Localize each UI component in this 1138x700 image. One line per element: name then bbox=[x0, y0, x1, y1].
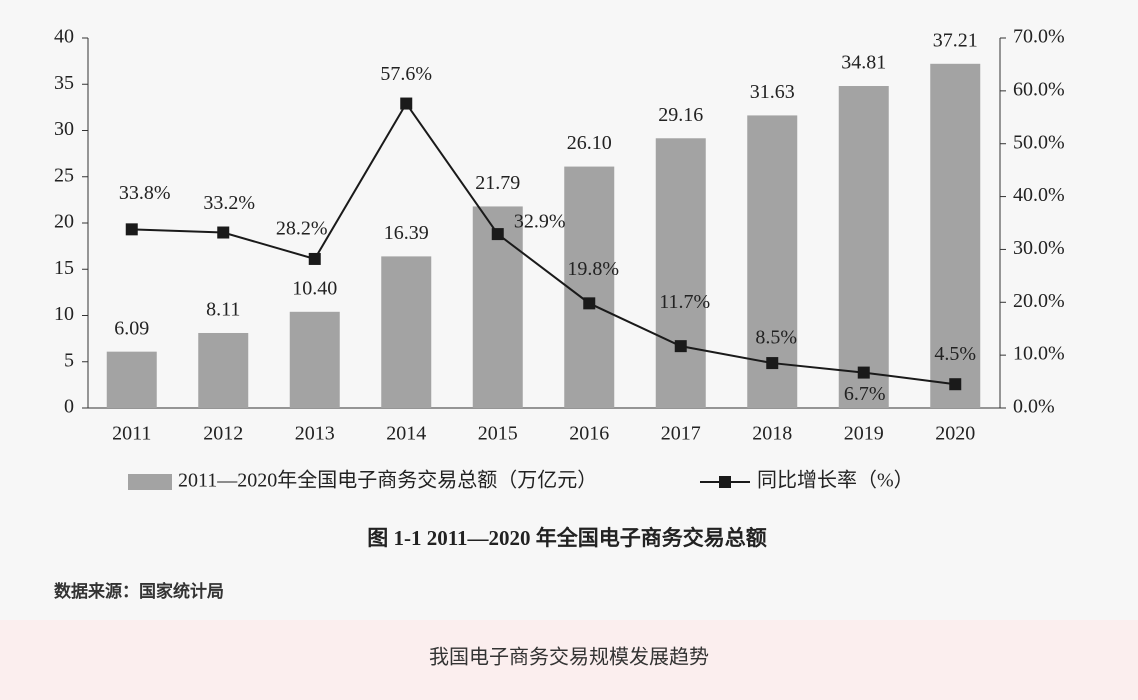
bar-label: 31.63 bbox=[750, 81, 795, 103]
y2-tick-label: 60.0% bbox=[1013, 78, 1065, 100]
y-tick-label: 0 bbox=[64, 396, 74, 418]
y2-tick-label: 20.0% bbox=[1013, 290, 1065, 312]
line-marker bbox=[949, 378, 962, 391]
y-tick-label: 15 bbox=[54, 257, 74, 279]
x-tick-label: 2016 bbox=[569, 423, 609, 445]
y-tick-label: 20 bbox=[54, 211, 74, 233]
legend-swatch bbox=[719, 476, 731, 488]
line-marker bbox=[583, 297, 596, 310]
line bbox=[131, 101, 956, 386]
bar bbox=[198, 332, 249, 408]
legend-label: 同比增长率（%） bbox=[757, 469, 914, 492]
bar-label: 34.81 bbox=[841, 52, 886, 74]
caption: 图 1-1 2011—2020 年全国电子商务交易总额 bbox=[367, 526, 767, 550]
line-marker bbox=[308, 252, 321, 265]
bar bbox=[381, 256, 432, 408]
bar-label: 37.21 bbox=[933, 29, 978, 51]
bar-label: 29.16 bbox=[658, 104, 703, 126]
bar bbox=[106, 351, 157, 408]
line-label: 19.8% bbox=[567, 258, 619, 280]
x-tick-label: 2020 bbox=[935, 423, 975, 445]
y2-tick-label: 40.0% bbox=[1013, 184, 1065, 206]
bar bbox=[655, 138, 706, 408]
x-tick-label: 2014 bbox=[386, 423, 426, 445]
line-label: 33.2% bbox=[203, 192, 255, 214]
bar bbox=[564, 166, 615, 408]
y2-tick-label: 10.0% bbox=[1013, 343, 1065, 365]
bar bbox=[289, 311, 340, 408]
bar bbox=[838, 86, 889, 408]
line-label: 6.7% bbox=[844, 383, 886, 405]
y-tick-label: 40 bbox=[54, 26, 74, 48]
y2-tick-label: 50.0% bbox=[1013, 131, 1065, 153]
line-marker bbox=[766, 357, 779, 370]
legend-label: 2011—2020年全国电子商务交易总额（万亿元） bbox=[178, 469, 597, 492]
line-label: 4.5% bbox=[934, 343, 976, 365]
bar bbox=[930, 63, 981, 409]
y-tick-label: 35 bbox=[54, 72, 74, 94]
x-tick-label: 2017 bbox=[661, 423, 701, 445]
y2-tick-label: 30.0% bbox=[1013, 237, 1065, 259]
y-tick-label: 10 bbox=[54, 303, 74, 325]
line-marker bbox=[674, 340, 687, 353]
line-marker bbox=[857, 366, 870, 379]
line-marker bbox=[400, 97, 413, 110]
x-tick-label: 2011 bbox=[112, 423, 151, 445]
bar-label: 6.09 bbox=[114, 317, 149, 339]
line-label: 57.6% bbox=[380, 63, 432, 85]
bar-label: 8.11 bbox=[206, 299, 240, 321]
line-label: 32.9% bbox=[514, 211, 566, 233]
line-marker bbox=[217, 226, 230, 239]
line-marker bbox=[491, 228, 504, 241]
footer-band bbox=[0, 620, 1138, 700]
x-tick-label: 2013 bbox=[295, 423, 335, 445]
bar-label: 10.40 bbox=[292, 277, 337, 299]
x-tick-label: 2015 bbox=[478, 423, 518, 445]
line-label: 11.7% bbox=[659, 291, 710, 313]
x-tick-label: 2019 bbox=[844, 423, 884, 445]
x-tick-label: 2018 bbox=[752, 423, 792, 445]
line-marker bbox=[125, 223, 138, 236]
legend-swatch bbox=[128, 474, 172, 490]
bar-label: 26.10 bbox=[567, 132, 612, 154]
y-tick-label: 30 bbox=[54, 118, 74, 140]
bar-label: 16.39 bbox=[384, 222, 429, 244]
y-tick-label: 5 bbox=[64, 349, 74, 371]
y2-tick-label: 0.0% bbox=[1013, 396, 1055, 418]
line-label: 33.8% bbox=[119, 182, 171, 204]
line-label: 8.5% bbox=[755, 327, 797, 349]
source: 数据来源：国家统计局 bbox=[54, 581, 224, 602]
line-label: 28.2% bbox=[276, 218, 328, 240]
bar-label: 21.79 bbox=[475, 172, 520, 194]
y-tick-label: 25 bbox=[54, 164, 74, 186]
x-tick-label: 2012 bbox=[203, 423, 243, 445]
footer: 我国电子商务交易规模发展趋势 bbox=[429, 645, 709, 669]
y2-tick-label: 70.0% bbox=[1013, 26, 1065, 48]
